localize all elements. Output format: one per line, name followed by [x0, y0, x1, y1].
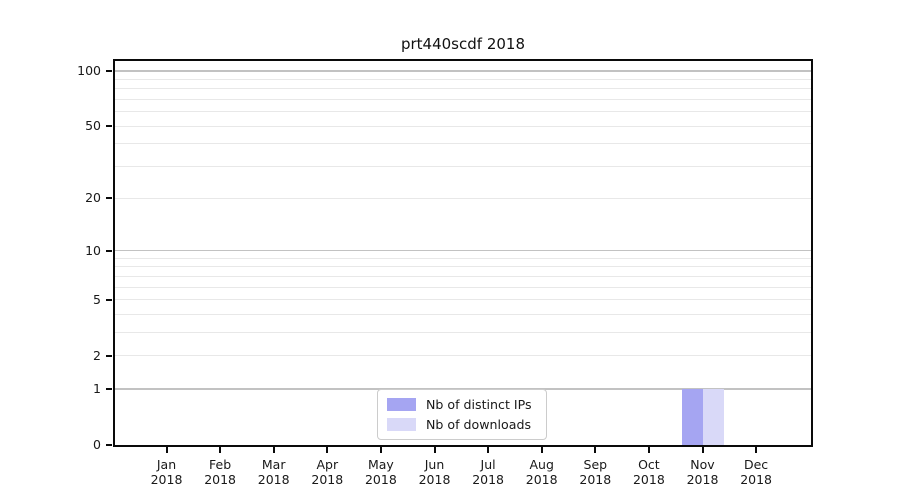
x-tick-label: Sep 2018 [563, 457, 627, 487]
y-tick-mark [106, 249, 112, 252]
x-tick-month: Jan [156, 457, 177, 472]
y-tick-mark [106, 69, 112, 72]
gridline-minor [115, 88, 811, 90]
x-tick-label: Aug 2018 [510, 457, 574, 487]
x-tick-mark [487, 447, 490, 453]
y-tick-mark [106, 387, 112, 390]
y-tick-label: 10 [85, 242, 101, 258]
y-tick-label: 1 [93, 380, 101, 396]
x-tick-month: Sep [583, 457, 608, 472]
legend-swatch-distinct-ips [387, 398, 416, 411]
x-tick-mark [165, 447, 168, 453]
x-tick-month: Oct [638, 457, 660, 472]
x-tick-mark [379, 447, 382, 453]
gridline-major [115, 388, 811, 390]
y-tick-mark [106, 125, 112, 128]
y-tick-mark [106, 197, 112, 200]
gridline-minor [115, 78, 811, 80]
x-tick-year: 2018 [150, 472, 183, 487]
gridline-major [115, 70, 811, 72]
gridline-minor [115, 166, 811, 168]
legend-item-downloads: Nb of downloads [387, 417, 537, 432]
x-tick-year: 2018 [364, 472, 397, 487]
x-tick-label: Apr 2018 [295, 457, 359, 487]
x-tick-month: Jul [480, 457, 496, 472]
y-tick-mark [106, 354, 112, 357]
x-tick-month: Jun [424, 457, 445, 472]
x-tick-label: May 2018 [349, 457, 413, 487]
gridline-minor [115, 314, 811, 315]
x-tick-label: Jan 2018 [135, 457, 199, 487]
x-tick-label: Dec 2018 [724, 457, 788, 487]
x-tick-year: 2018 [311, 472, 344, 487]
gridline-minor [115, 125, 811, 127]
gridline-minor [115, 266, 811, 268]
x-tick-year: 2018 [418, 472, 451, 487]
x-tick-month: May [367, 457, 394, 472]
x-tick-year: 2018 [740, 472, 772, 487]
plot-area [113, 59, 813, 447]
x-tick-month: Nov [690, 457, 715, 472]
y-tick-label: 0 [93, 437, 101, 452]
gridline-major [115, 249, 811, 252]
x-tick-label: Nov 2018 [671, 457, 735, 487]
x-tick-month: Apr [316, 457, 339, 472]
y-tick-mark [106, 444, 112, 446]
x-tick-mark [326, 447, 329, 453]
x-tick-year: 2018 [579, 472, 612, 487]
gridline-minor [115, 143, 811, 145]
x-tick-mark [540, 447, 543, 453]
x-tick-year: 2018 [525, 472, 558, 487]
y-tick-label: 100 [77, 62, 101, 78]
x-tick-month: Mar [261, 457, 286, 472]
y-tick-label: 50 [85, 118, 101, 134]
gridline-minor [115, 111, 811, 113]
x-tick-mark [701, 447, 704, 453]
x-tick-mark [272, 447, 275, 453]
bar-nb-of-distinct-ips [681, 388, 703, 445]
gridline-minor [115, 286, 811, 288]
x-tick-label: Oct 2018 [617, 457, 681, 487]
gridline-minor [115, 98, 811, 100]
x-tick-label: Jul 2018 [456, 457, 520, 487]
gridline-minor [115, 257, 811, 259]
legend-label-distinct-ips: Nb of distinct IPs [426, 397, 532, 412]
y-tick-label: 2 [93, 347, 101, 363]
gridline-minor [115, 355, 811, 357]
y-tick-label: 5 [93, 291, 101, 307]
x-tick-year: 2018 [632, 472, 665, 487]
x-tick-mark [647, 447, 650, 453]
gridline-minor [115, 275, 811, 277]
x-tick-mark [433, 447, 436, 453]
x-tick-month: Aug [529, 457, 554, 472]
legend-label-downloads: Nb of downloads [426, 417, 532, 432]
bar-nb-of-downloads [702, 388, 724, 445]
x-tick-label: Jun 2018 [403, 457, 467, 487]
chart-title: prt440scdf 2018 [400, 35, 525, 53]
legend: Nb of distinct IPs Nb of downloads [377, 389, 547, 440]
legend-item-distinct-ips: Nb of distinct IPs [387, 397, 537, 412]
x-tick-label: Mar 2018 [242, 457, 306, 487]
x-tick-mark [219, 447, 222, 453]
x-tick-mark [755, 447, 758, 453]
legend-swatch-downloads [387, 418, 416, 431]
x-tick-year: 2018 [257, 472, 290, 487]
x-tick-year: 2018 [204, 472, 236, 487]
y-tick-label: 20 [85, 190, 101, 206]
x-tick-month: Feb [209, 457, 232, 472]
y-tick-mark [106, 298, 112, 301]
gridline-minor [115, 299, 811, 301]
x-tick-year: 2018 [472, 472, 504, 487]
gridline-minor [115, 197, 811, 199]
x-tick-month: Dec [743, 457, 769, 472]
gridline-minor [115, 332, 811, 334]
x-tick-mark [594, 447, 597, 453]
x-tick-year: 2018 [686, 472, 719, 487]
x-tick-label: Feb 2018 [188, 457, 252, 487]
